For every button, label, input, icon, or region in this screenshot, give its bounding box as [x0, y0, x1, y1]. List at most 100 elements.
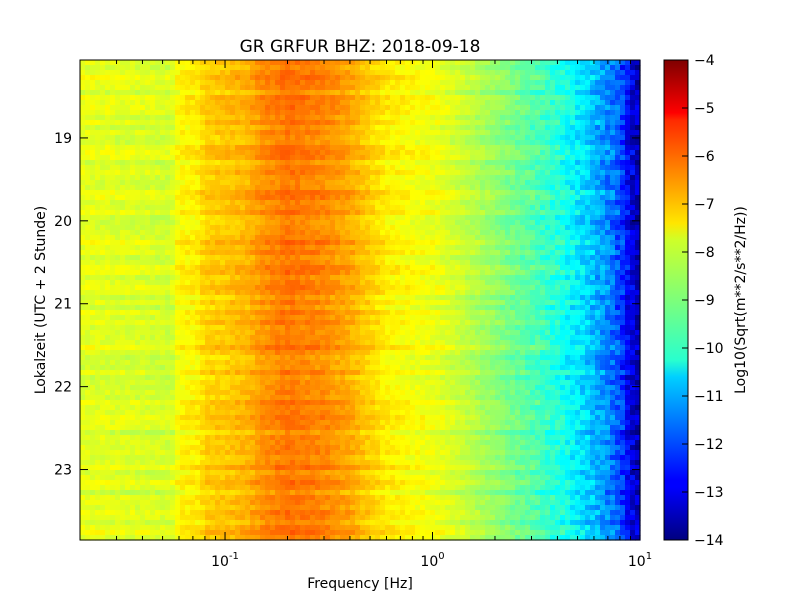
heatmap-cell: [240, 80, 246, 86]
heatmap-cell: [215, 260, 221, 266]
heatmap-cell: [220, 525, 226, 531]
heatmap-cell: [195, 455, 201, 461]
heatmap-cell: [95, 440, 101, 446]
heatmap-cell: [90, 345, 96, 351]
heatmap-cell: [150, 155, 156, 161]
heatmap-cell: [275, 375, 281, 381]
heatmap-cell: [305, 455, 311, 461]
heatmap-cell: [325, 180, 331, 186]
heatmap-cell: [145, 145, 151, 151]
heatmap-cell: [130, 400, 136, 406]
heatmap-cell: [295, 455, 301, 461]
heatmap-cell: [210, 290, 216, 296]
heatmap-cell: [225, 145, 231, 151]
heatmap-cell: [300, 160, 306, 166]
heatmap-cell: [205, 510, 211, 516]
heatmap-cell: [205, 475, 211, 481]
heatmap-cell: [165, 455, 171, 461]
heatmap-cell: [145, 490, 151, 496]
heatmap-cell: [305, 205, 311, 211]
heatmap-cell: [330, 490, 336, 496]
heatmap-cell: [175, 100, 181, 106]
heatmap-cell: [225, 130, 231, 136]
heatmap-cell: [330, 295, 336, 301]
heatmap-cell: [90, 315, 96, 321]
heatmap-cell: [250, 60, 256, 66]
heatmap-cell: [270, 60, 276, 66]
heatmap-cell: [195, 390, 201, 396]
heatmap-cell: [230, 110, 236, 116]
heatmap-cell: [210, 330, 216, 336]
heatmap-cell: [300, 460, 306, 466]
heatmap-cell: [235, 240, 241, 246]
heatmap-cell: [95, 485, 101, 491]
heatmap-cell: [130, 465, 136, 471]
heatmap-cell: [285, 345, 291, 351]
heatmap-cell: [175, 175, 181, 181]
heatmap-cell: [255, 220, 261, 226]
heatmap-cell: [330, 360, 336, 366]
heatmap-cell: [180, 220, 186, 226]
heatmap-cell: [110, 320, 116, 326]
heatmap-cell: [315, 155, 321, 161]
heatmap-cell: [155, 190, 161, 196]
heatmap-cell: [105, 475, 111, 481]
heatmap-cell: [185, 165, 191, 171]
heatmap-cell: [245, 205, 251, 211]
heatmap-cell: [140, 190, 146, 196]
heatmap-cell: [260, 530, 266, 536]
heatmap-cell: [325, 495, 331, 501]
heatmap-cell: [335, 420, 341, 426]
heatmap-cell: [325, 200, 331, 206]
heatmap-cell: [210, 445, 216, 451]
heatmap-cell: [290, 530, 296, 536]
heatmap-cell: [305, 405, 311, 411]
heatmap-cell: [245, 470, 251, 476]
heatmap-cell: [165, 420, 171, 426]
heatmap-cell: [140, 425, 146, 431]
heatmap-cell: [150, 420, 156, 426]
heatmap-cell: [245, 480, 251, 486]
heatmap-cell: [220, 385, 226, 391]
heatmap-cell: [80, 375, 86, 381]
heatmap-cell: [305, 445, 311, 451]
heatmap-cell: [120, 400, 126, 406]
heatmap-cell: [125, 315, 131, 321]
heatmap-cell: [270, 490, 276, 496]
heatmap-cell: [240, 305, 246, 311]
heatmap-cell: [95, 110, 101, 116]
heatmap-cell: [190, 165, 196, 171]
heatmap-cell: [215, 245, 221, 251]
heatmap-cell: [150, 245, 156, 251]
heatmap-cell: [255, 510, 261, 516]
heatmap-cell: [100, 200, 106, 206]
heatmap-cell: [310, 485, 316, 491]
heatmap-cell: [250, 90, 256, 96]
heatmap-cell: [310, 65, 316, 71]
heatmap-cell: [80, 215, 86, 221]
heatmap-cell: [200, 255, 206, 261]
heatmap-cell: [295, 350, 301, 356]
heatmap-cell: [180, 495, 186, 501]
heatmap-cell: [150, 295, 156, 301]
heatmap-cell: [310, 310, 316, 316]
heatmap-cell: [115, 205, 121, 211]
heatmap-cell: [310, 250, 316, 256]
heatmap-cell: [315, 360, 321, 366]
heatmap-cell: [295, 280, 301, 286]
heatmap-cell: [195, 115, 201, 121]
heatmap-cell: [230, 305, 236, 311]
heatmap-cell: [150, 275, 156, 281]
heatmap-cell: [160, 195, 166, 201]
heatmap-cell: [150, 165, 156, 171]
heatmap-cell: [280, 475, 286, 481]
heatmap-cell: [230, 205, 236, 211]
heatmap-cell: [255, 200, 261, 206]
heatmap-cell: [290, 100, 296, 106]
heatmap-cell: [265, 320, 271, 326]
heatmap-cell: [290, 305, 296, 311]
heatmap-cell: [135, 465, 141, 471]
heatmap-cell: [170, 265, 176, 271]
heatmap-cell: [125, 525, 131, 531]
heatmap-cell: [255, 125, 261, 131]
